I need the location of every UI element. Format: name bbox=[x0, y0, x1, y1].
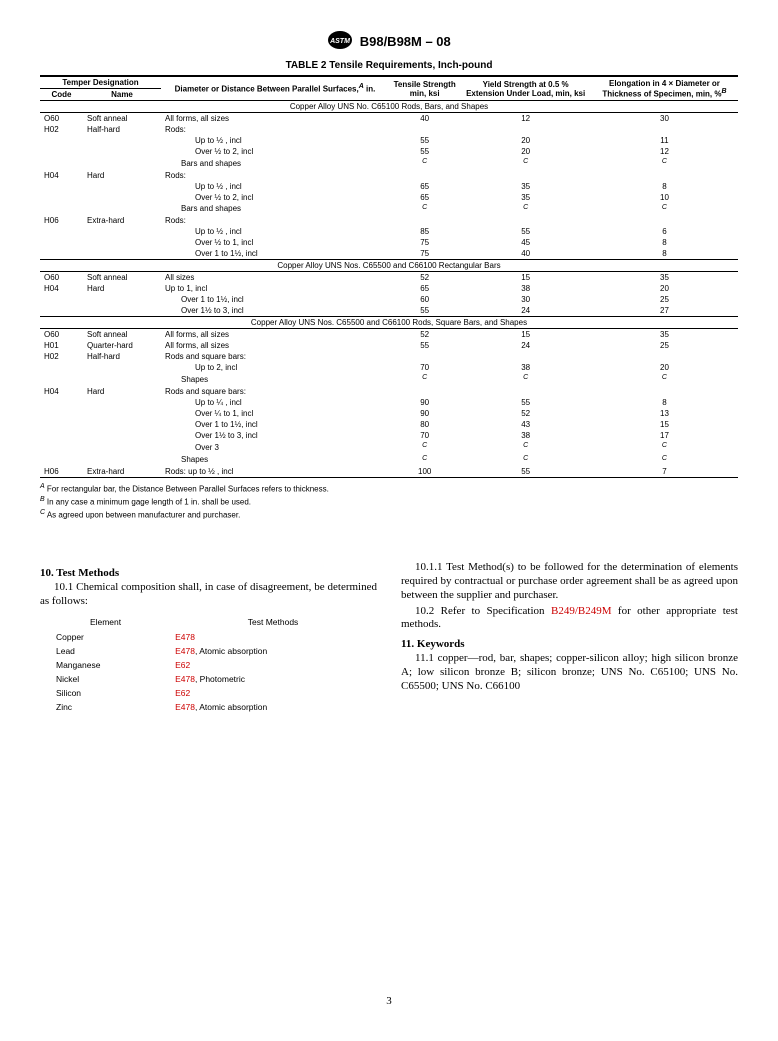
section-10-1: 10.1 Chemical composition shall, in case… bbox=[40, 581, 377, 609]
table-row: Over 1 to 1½, incl603025 bbox=[40, 294, 738, 305]
table-row: H06Extra-hardRods: bbox=[40, 215, 738, 226]
table-row: H04HardRods and square bars: bbox=[40, 386, 738, 397]
chem-row: ZincE478, Atomic absorption bbox=[42, 701, 375, 713]
chem-row: NickelE478, Photometric bbox=[42, 673, 375, 685]
method-link[interactable]: E62 bbox=[175, 688, 190, 698]
method-link[interactable]: E478 bbox=[175, 646, 195, 656]
th-yield: Yield Strength at 0.5 % Extension Under … bbox=[460, 76, 591, 101]
chem-row: ManganeseE62 bbox=[42, 659, 375, 671]
tensile-table: Temper Designation Diameter or Distance … bbox=[40, 75, 738, 478]
left-column: 10. Test Methods 10.1 Chemical compositi… bbox=[40, 561, 377, 715]
chem-th-element: Element bbox=[42, 615, 169, 629]
table-row: O60Soft annealAll forms, all sizes521535 bbox=[40, 329, 738, 341]
table-row: Up to ½ , incl552011 bbox=[40, 135, 738, 146]
th-name: Name bbox=[83, 89, 161, 101]
table-row: ShapesCCC bbox=[40, 454, 738, 467]
table-row: Over 1 to 1½, incl804315 bbox=[40, 419, 738, 430]
table-row: Over 1½ to 3, incl703817 bbox=[40, 430, 738, 441]
table-row: Over ½ to 2, incl653510 bbox=[40, 192, 738, 203]
table-row: ShapesCCC bbox=[40, 373, 738, 386]
table-row: O60Soft annealAll sizes521535 bbox=[40, 272, 738, 284]
spec-link[interactable]: B249/B249M bbox=[551, 605, 612, 617]
table-row: Up to ½ , incl65358 bbox=[40, 181, 738, 192]
table-row: H04HardRods: bbox=[40, 170, 738, 181]
table-row: Over ½ to 2, incl552012 bbox=[40, 146, 738, 157]
table-row: Over 3CCC bbox=[40, 441, 738, 454]
table-row: Over ½ to 1, incl75458 bbox=[40, 237, 738, 248]
chem-table: Element Test Methods CopperE478 LeadE478,… bbox=[40, 613, 377, 715]
method-link[interactable]: E62 bbox=[175, 660, 190, 670]
table-row: H04HardUp to 1, incl653820 bbox=[40, 283, 738, 294]
section-title: Copper Alloy UNS Nos. C65500 and C66100 … bbox=[40, 260, 738, 272]
table-row: Over 1½ to 3, incl552427 bbox=[40, 305, 738, 317]
chem-th-method: Test Methods bbox=[171, 615, 375, 629]
right-column: 10.1.1 Test Method(s) to be followed for… bbox=[401, 561, 738, 715]
th-diameter: Diameter or Distance Between Parallel Su… bbox=[161, 76, 389, 101]
table-row: H01Quarter-hardAll forms, all sizes55242… bbox=[40, 340, 738, 351]
th-elong: Elongation in 4 × Diameter or Thickness … bbox=[591, 76, 738, 101]
page-number: 3 bbox=[40, 995, 738, 1007]
section-10-head: 10. Test Methods bbox=[40, 567, 377, 579]
method-link[interactable]: E478 bbox=[175, 632, 195, 642]
th-tensile: Tensile Strength min, ksi bbox=[389, 76, 460, 101]
table-row: Up to 2, incl703820 bbox=[40, 362, 738, 373]
section-10-2: 10.2 Refer to Specification B249/B249M f… bbox=[401, 605, 738, 633]
svg-text:ASTM: ASTM bbox=[329, 38, 350, 45]
section-10-1-1: 10.1.1 Test Method(s) to be followed for… bbox=[401, 561, 738, 602]
method-link[interactable]: E478 bbox=[175, 702, 195, 712]
table-row: H02Half-hardRods and square bars: bbox=[40, 351, 738, 362]
th-code: Code bbox=[40, 89, 83, 101]
table-row: Bars and shapesCCC bbox=[40, 157, 738, 170]
table-row: Up to ½ , incl85556 bbox=[40, 226, 738, 237]
page-header: ASTM B98/B98M – 08 bbox=[40, 30, 738, 52]
section-title: Copper Alloy UNS Nos. C65500 and C66100 … bbox=[40, 317, 738, 329]
table-row: O60Soft annealAll forms, all sizes401230 bbox=[40, 113, 738, 125]
body-columns: 10. Test Methods 10.1 Chemical compositi… bbox=[40, 561, 738, 715]
chem-row: CopperE478 bbox=[42, 631, 375, 643]
table-row: Over 1 to 1½, incl75408 bbox=[40, 248, 738, 260]
doc-title: B98/B98M – 08 bbox=[360, 34, 451, 49]
footnotes: A For rectangular bar, the Distance Betw… bbox=[40, 482, 738, 521]
chem-row: LeadE478, Atomic absorption bbox=[42, 645, 375, 657]
table-row: H06Extra-hardRods: up to ½ , incl100557 bbox=[40, 466, 738, 478]
method-link[interactable]: E478 bbox=[175, 674, 195, 684]
section-title: Copper Alloy UNS No. C65100 Rods, Bars, … bbox=[40, 101, 738, 113]
table-row: H02Half-hardRods: bbox=[40, 124, 738, 135]
table-row: Bars and shapesCCC bbox=[40, 203, 738, 216]
table-row: Up to ¼ , incl90558 bbox=[40, 397, 738, 408]
astm-logo: ASTM bbox=[327, 30, 353, 52]
section-11-head: 11. Keywords bbox=[401, 638, 738, 650]
chem-row: SiliconE62 bbox=[42, 687, 375, 699]
table-title: TABLE 2 Tensile Requirements, Inch-pound bbox=[40, 60, 738, 71]
table-row: Over ¼ to 1, incl905213 bbox=[40, 408, 738, 419]
section-11-1: 11.1 copper—rod, bar, shapes; copper-sil… bbox=[401, 652, 738, 693]
th-temper: Temper Designation bbox=[40, 76, 161, 89]
